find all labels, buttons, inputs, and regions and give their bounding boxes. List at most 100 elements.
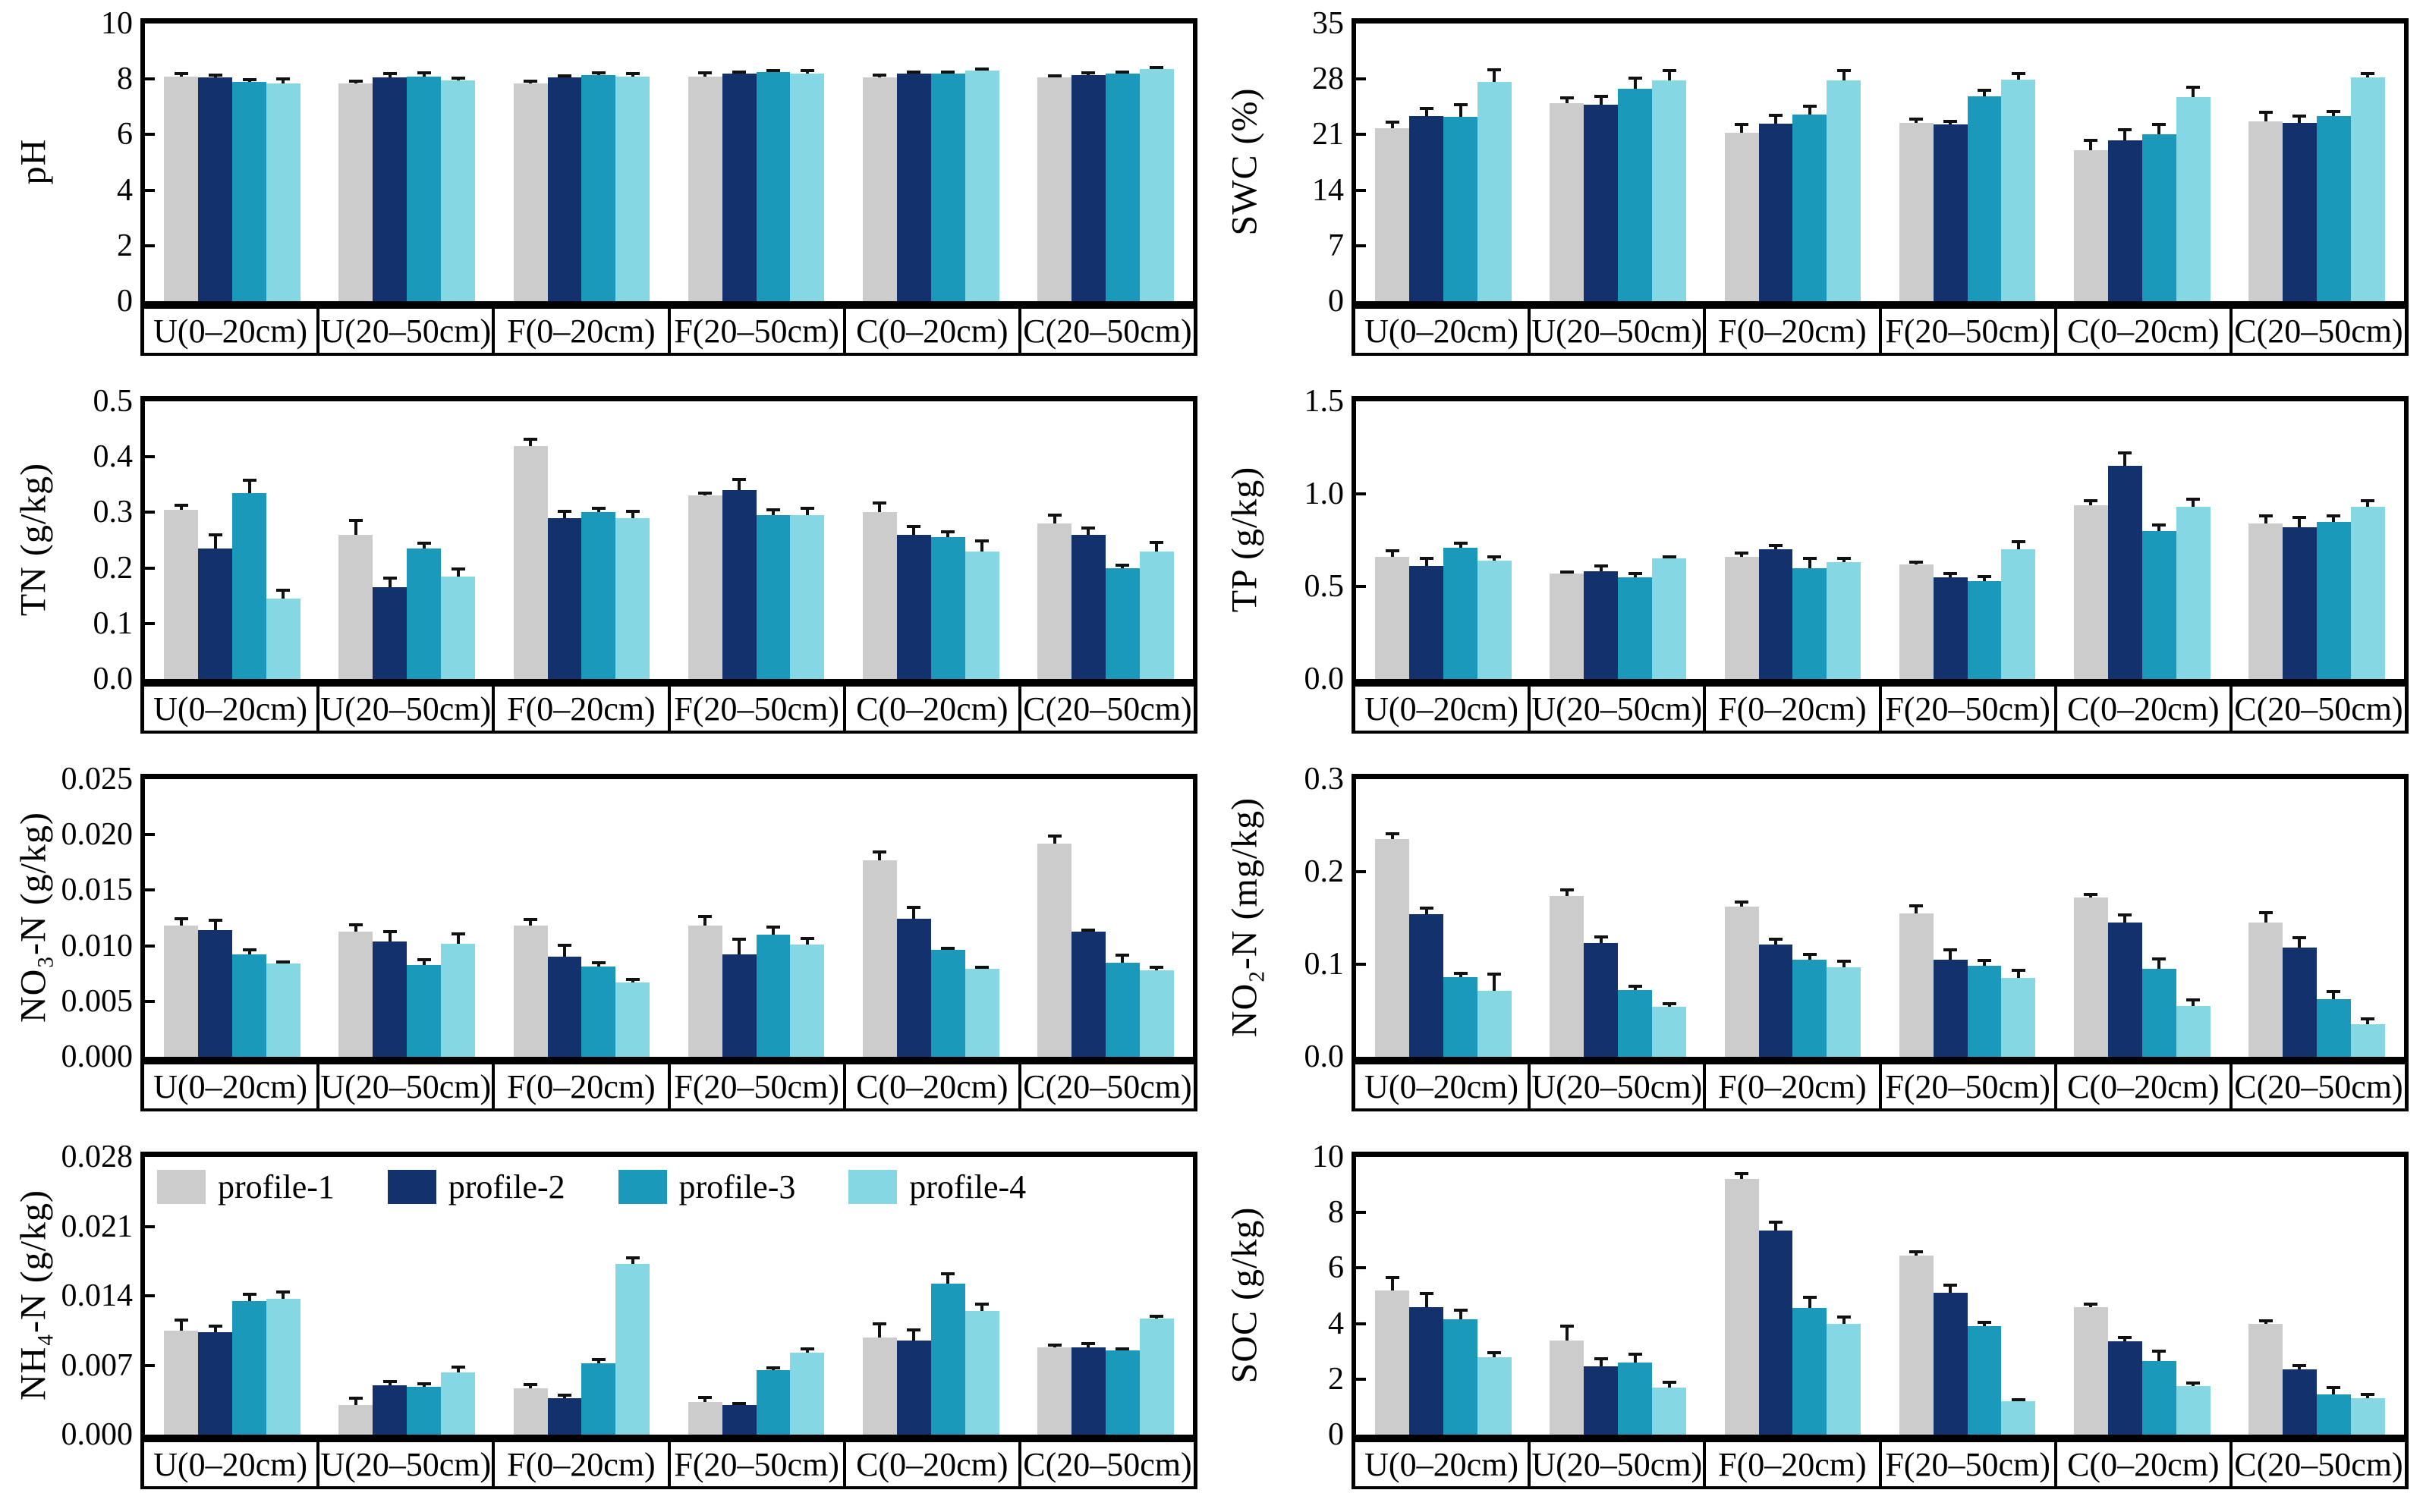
error-bar: [732, 1401, 747, 1405]
error-bar-stem: [1633, 1353, 1637, 1363]
error-bar-stem: [1915, 560, 1918, 564]
y-tick: [145, 455, 155, 459]
error-bar-stem: [980, 1303, 984, 1311]
error-bar: [276, 588, 291, 599]
bar: [1375, 1290, 1410, 1435]
y-tick-label: 0.1: [1304, 947, 1345, 982]
error-bar-stem: [456, 1365, 460, 1372]
y-axis-label: SOC (g/kg): [1224, 1206, 1265, 1384]
error-bar: [524, 80, 538, 83]
y-axis-label: NH₄-N (g/kg): [13, 1189, 54, 1401]
error-bar: [2361, 499, 2375, 508]
error-bar: [766, 68, 781, 73]
bar: [756, 934, 791, 1057]
error-bar-stem: [2157, 957, 2161, 970]
bar: [930, 73, 965, 301]
error-bar-stem: [1390, 549, 1394, 557]
y-axis-gutter: SOC (g/kg) 0 2 4 6 8 10: [1211, 1141, 1352, 1451]
y-tick: [145, 1294, 155, 1297]
category-label: U(20–50cm): [318, 1061, 494, 1111]
category-label: C(0–20cm): [844, 684, 1020, 734]
category-label: U(0–20cm): [1352, 306, 1530, 356]
error-bar: [1909, 118, 1924, 123]
error-bar: [1943, 1283, 1958, 1294]
error-bar-stem: [1599, 564, 1603, 572]
y-tick-label: 0.025: [61, 762, 134, 797]
bar: [1652, 1007, 1686, 1057]
bar: [373, 77, 408, 301]
category-row: U(0–20cm) U(20–50cm) F(0–20cm) F(20–50cm) C(…: [1352, 1439, 2409, 1489]
bar: [1584, 942, 1619, 1057]
category-label: U(0–20cm): [140, 1439, 319, 1489]
error-bar: [174, 504, 188, 510]
bar: [1409, 116, 1444, 301]
error-bar-stem: [1949, 1283, 1953, 1294]
bar: [2107, 1341, 2142, 1435]
error-bar-stem: [2264, 514, 2267, 524]
bar: [1071, 931, 1106, 1057]
error-bar: [1628, 1353, 1642, 1363]
error-bar: [591, 71, 606, 75]
y-axis-gutter: NO₃-N (g/kg) 0.000 0.005 0.010 0.015 0.020 0.0…: [0, 763, 140, 1073]
error-bar: [208, 1324, 222, 1333]
error-bar: [732, 478, 747, 491]
error-bar-stem: [1667, 1380, 1671, 1388]
bar: [1584, 571, 1619, 679]
bar: [1967, 580, 2002, 679]
bar: [2316, 1394, 2351, 1435]
error-bar-stem: [2192, 998, 2195, 1006]
error-bar: [382, 576, 397, 588]
bar: [581, 74, 616, 301]
error-bar: [732, 70, 747, 74]
error-bar-stem: [2016, 1397, 2020, 1402]
legend-label: profile-4: [909, 1168, 1027, 1206]
category-label: C(0–20cm): [844, 306, 1020, 356]
bar: [1758, 945, 1793, 1057]
error-bar-stem: [529, 1383, 533, 1388]
y-tick: [1356, 244, 1366, 247]
error-bar-stem: [1983, 88, 1987, 97]
error-bar: [451, 1365, 465, 1372]
error-bar-stem: [529, 80, 533, 83]
error-bar-stem: [247, 1293, 251, 1301]
error-bar-stem: [1599, 1356, 1603, 1367]
y-tick-label: 0.007: [61, 1347, 134, 1383]
category-label: F(20–50cm): [669, 306, 845, 356]
error-bar-stem: [562, 1394, 566, 1398]
category-label: F(20–50cm): [1880, 306, 2056, 356]
bar: [198, 548, 233, 679]
error-bar-stem: [2264, 1319, 2267, 1324]
y-tick-label: 0.3: [93, 495, 134, 530]
error-bar-stem: [1459, 1308, 1462, 1320]
error-bar: [2292, 936, 2307, 948]
y-tick: [145, 1363, 155, 1367]
y-tick-label: 4: [117, 172, 133, 208]
bar: [1375, 128, 1410, 301]
plot-area: [1352, 1152, 2409, 1439]
error-bar: [242, 479, 256, 493]
bar: [615, 982, 650, 1057]
bar: [615, 76, 650, 301]
error-bar: [417, 1382, 431, 1388]
bar: [2248, 121, 2283, 301]
error-bar-stem: [1565, 1325, 1569, 1341]
bar: [1899, 122, 1934, 301]
error-bar-stem: [2366, 499, 2370, 508]
error-bar: [1594, 1356, 1608, 1367]
y-tick-label: 0.1: [93, 605, 134, 641]
error-bar-stem: [1087, 928, 1090, 932]
bar: [1443, 117, 1477, 301]
bar: [1477, 82, 1512, 301]
y-tick-label: 0: [1328, 284, 1344, 319]
error-bar-stem: [2123, 128, 2127, 140]
error-bar: [1385, 120, 1399, 129]
error-bar-stem: [1740, 122, 1744, 134]
y-tick: [1356, 188, 1366, 192]
error-bar: [1594, 935, 1608, 943]
error-bar: [1419, 556, 1433, 567]
bar: [1037, 843, 1072, 1057]
bar: [1758, 549, 1793, 679]
error-bar-stem: [1424, 1291, 1428, 1307]
legend-item: profile-1: [157, 1168, 388, 1206]
error-bar-stem: [562, 509, 566, 518]
